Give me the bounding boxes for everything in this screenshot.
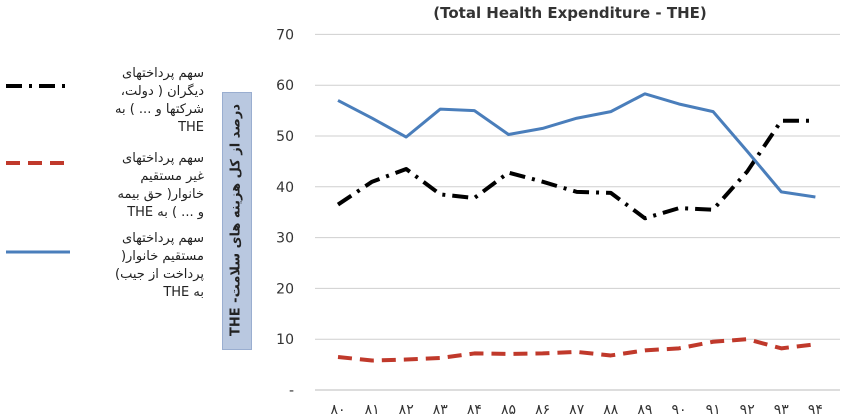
- legend-label-others: سهم پرداختهای دیگران ( دولت، شرکتها و ..…: [115, 66, 204, 135]
- x-axis-ticks: ۸۰ ۸۱ ۸۲ ۸۳ ۸۴ ۸۵ ۸۶ ۸۷ ۸۸ ۸۹ ۹۰ ۹۱ ۹۲ ۹۳ ۹۴: [330, 402, 822, 418]
- x-tick-label: ۸۱: [365, 402, 380, 418]
- x-tick-label: ۸۳: [433, 402, 449, 418]
- legend-swatch-indirect: [6, 161, 70, 165]
- x-tick-label: ۸۵: [501, 402, 516, 418]
- y-axis-label-box: [222, 92, 252, 350]
- x-tick-label: ۸۰: [330, 402, 345, 418]
- y-axis-ticks: - 10 20 30 40 50 60 70: [276, 27, 294, 399]
- y-tick-label: 20: [276, 281, 294, 297]
- legend-swatch-direct: [6, 250, 70, 254]
- x-tick-label: ۸۴: [467, 402, 482, 418]
- y-tick-label: 60: [276, 78, 294, 94]
- series-line-1: [337, 337, 816, 363]
- legend-label-direct: سهم پرداختهای مستقیم خانوار( پرداخت از ج…: [115, 231, 204, 300]
- x-tick-label: ۹۰: [671, 402, 686, 418]
- y-tick-label: 30: [276, 231, 294, 247]
- x-tick-label: ۸۶: [535, 402, 550, 418]
- series-line-0: [336, 118, 816, 221]
- x-tick-label: ۹۱: [706, 402, 721, 418]
- chart-title: (Total Health Expenditure - THE): [433, 4, 707, 22]
- x-tick-label: ۹۲: [740, 402, 755, 418]
- y-tick-label: 70: [276, 27, 294, 43]
- x-tick-label: ۸۹: [637, 402, 652, 418]
- x-tick-label: ۹۳: [774, 402, 790, 418]
- x-tick-label: ۹۴: [808, 402, 823, 418]
- grid: [315, 33, 840, 391]
- x-tick-label: ۸۷: [569, 402, 585, 418]
- y-tick-label: -: [289, 383, 294, 399]
- x-tick-label: ۸۸: [603, 402, 619, 418]
- x-tick-label: ۸۲: [399, 402, 414, 418]
- series-lines: [336, 92, 816, 363]
- legend-swatch-others: [6, 84, 70, 88]
- y-tick-label: 40: [276, 180, 294, 196]
- legend-label-indirect: سهم پرداختهای غیر مستقیم خانوار( حق بیمه…: [117, 151, 204, 220]
- y-tick-label: 50: [276, 129, 294, 145]
- y-tick-label: 10: [276, 332, 294, 348]
- series-line-2: [337, 92, 816, 199]
- legend: سهم پرداختهای دیگران ( دولت، شرکتها و ..…: [0, 55, 245, 345]
